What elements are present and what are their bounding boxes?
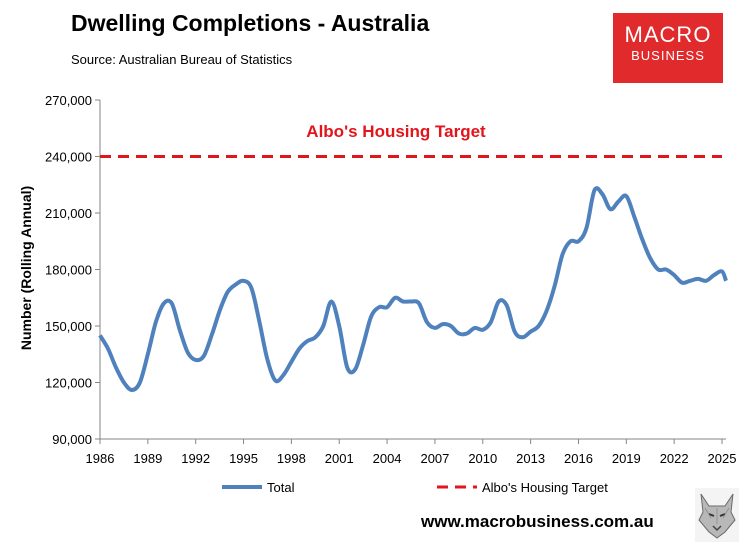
x-tick-label: 1995	[229, 451, 258, 466]
y-tick-label: 180,000	[45, 263, 92, 278]
y-tick-label: 90,000	[52, 432, 92, 447]
x-tick-label: 2025	[708, 451, 737, 466]
x-tick-label: 1989	[133, 451, 162, 466]
y-axis: 90,000 120,000 150,000 180,000 210,000 240,00…	[45, 93, 101, 447]
x-tick-label: 2004	[373, 451, 402, 466]
total-series-line	[98, 186, 728, 392]
x-tick-label: 2010	[468, 451, 497, 466]
chart-title: Dwelling Completions - Australia	[71, 10, 430, 36]
logo-line-1: MACRO	[624, 22, 712, 47]
y-tick-label: 120,000	[45, 376, 92, 391]
y-tick-label: 240,000	[45, 150, 92, 165]
x-tick-label: 2007	[420, 451, 449, 466]
y-axis-label: Number (Rolling Annual)	[18, 186, 34, 350]
x-tick-label: 2013	[516, 451, 545, 466]
x-tick-label: 2019	[612, 451, 641, 466]
macrobusiness-logo: MACRO BUSINESS	[613, 13, 723, 83]
x-tick-label: 1998	[277, 451, 306, 466]
x-axis: 1986 1989 1992 1995 1998 2001 2004 2007 2010 2013…	[86, 438, 737, 466]
legend-label: Albo's Housing Target	[482, 480, 608, 495]
x-tick-label: 2001	[325, 451, 354, 466]
y-tick-label: 270,000	[45, 93, 92, 108]
website-url: www.macrobusiness.com.au	[421, 512, 654, 531]
chart-subtitle: Source: Australian Bureau of Statistics	[71, 52, 293, 67]
x-tick-label: 2016	[564, 451, 593, 466]
y-tick-label: 150,000	[45, 319, 92, 334]
wolf-logo-icon	[695, 488, 739, 542]
x-tick-label: 1986	[86, 451, 115, 466]
logo-line-2: BUSINESS	[631, 48, 705, 63]
series-layer	[98, 155, 728, 392]
legend: Total Albo's Housing Target	[222, 480, 608, 495]
x-tick-label: 2022	[660, 451, 689, 466]
target-annotation: Albo's Housing Target	[306, 122, 486, 141]
y-tick-label: 210,000	[45, 206, 92, 221]
legend-label: Total	[267, 480, 295, 495]
x-tick-label: 1992	[181, 451, 210, 466]
